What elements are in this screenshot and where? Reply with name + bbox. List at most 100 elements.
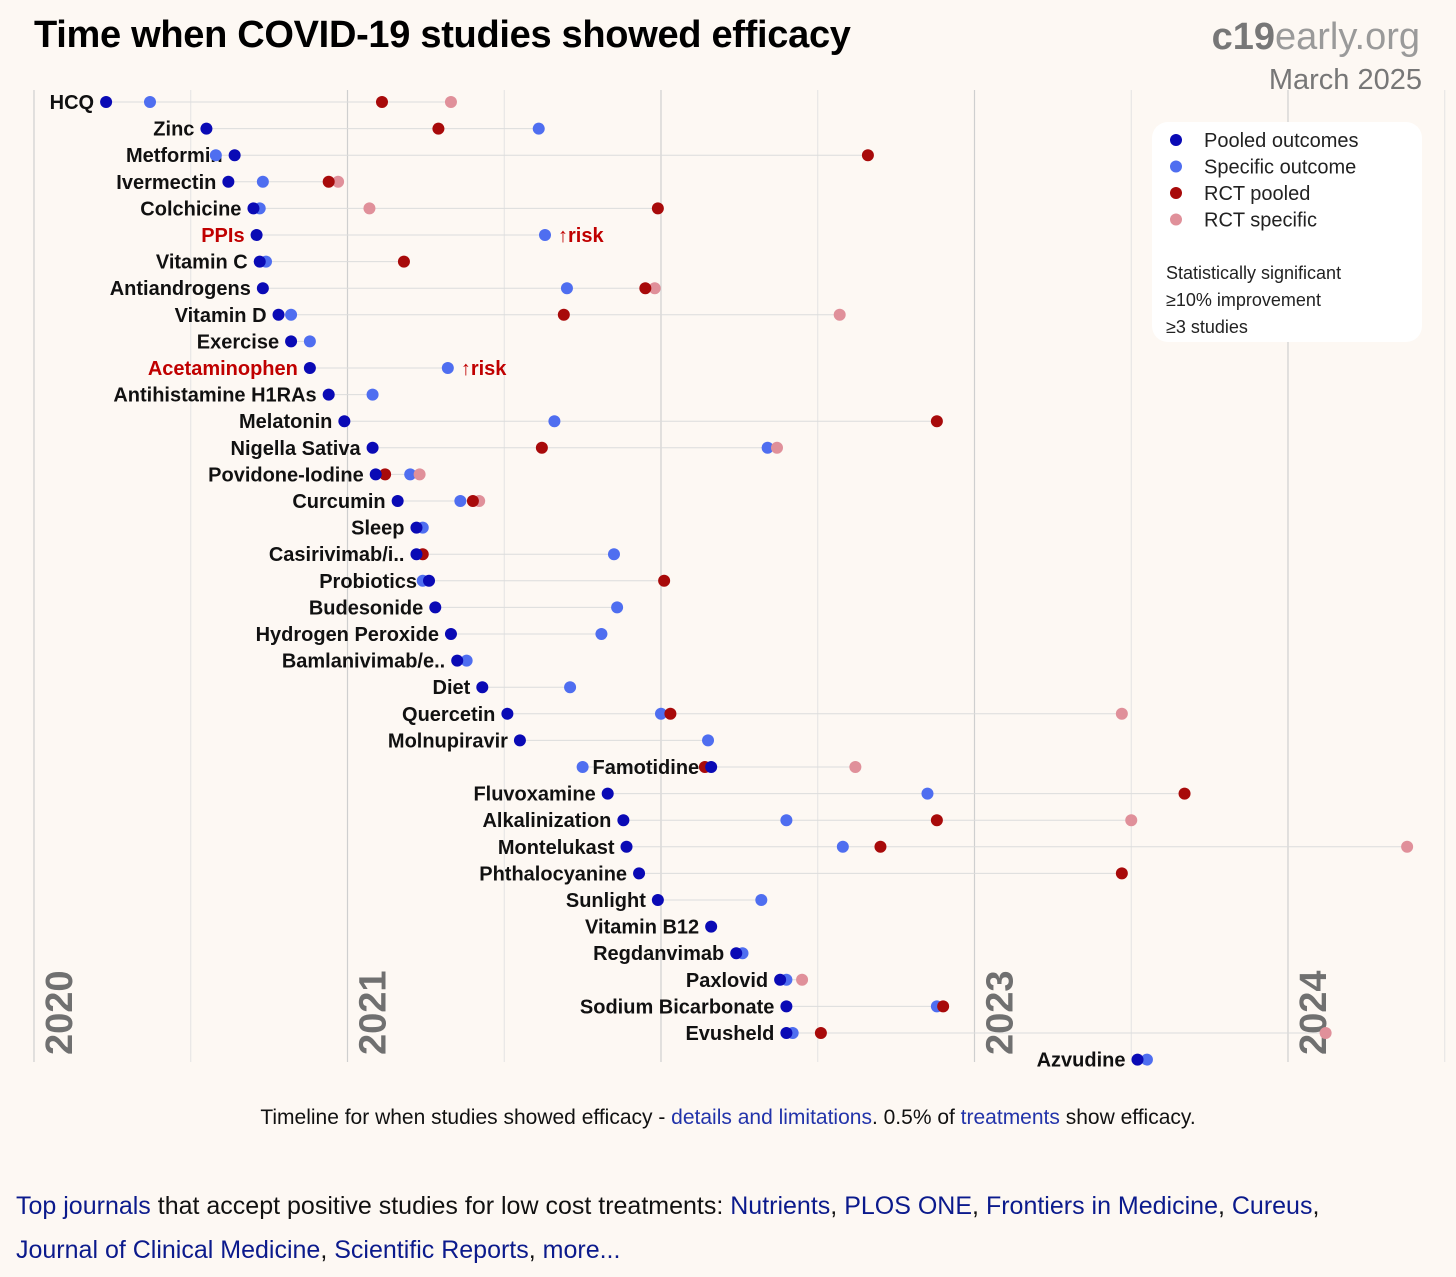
treatment-label[interactable]: Zinc [153, 119, 194, 141]
rct-pooled-point[interactable] [651, 202, 664, 215]
treatment-label[interactable]: Fluvoxamine [473, 784, 595, 806]
rct-specific-point[interactable] [849, 761, 862, 773]
rct-pooled-point[interactable] [397, 255, 410, 268]
treatment-label[interactable]: Quercetin [402, 704, 495, 726]
pooled-point[interactable] [705, 920, 718, 933]
top-journals-link[interactable]: Top journals [16, 1192, 151, 1220]
treatments-link[interactable]: treatments [960, 1106, 1060, 1129]
treatment-label[interactable]: Famotidine [592, 757, 699, 779]
treatment-label[interactable]: Vitamin C [156, 252, 248, 274]
treatment-label[interactable]: Colchicine [140, 198, 241, 220]
pooled-point[interactable] [601, 787, 614, 800]
pooled-point[interactable] [651, 894, 664, 906]
treatment-label[interactable]: Alkalinization [482, 810, 611, 832]
specific-point[interactable] [611, 601, 624, 614]
rct-specific-point[interactable] [332, 175, 345, 188]
pooled-point[interactable] [272, 308, 285, 321]
treatment-label[interactable]: Melatonin [239, 411, 332, 433]
pooled-point[interactable] [222, 175, 235, 188]
pooled-point[interactable] [780, 1000, 793, 1013]
pooled-point[interactable] [100, 96, 113, 108]
more-journals-link[interactable]: more... [542, 1236, 621, 1264]
rct-pooled-point[interactable] [814, 1027, 827, 1039]
treatment-label[interactable]: Vitamin D [175, 305, 267, 327]
rct-pooled-point[interactable] [1178, 787, 1191, 800]
treatment-label[interactable]: Probiotics [319, 571, 417, 593]
pooled-point[interactable] [444, 628, 457, 640]
specific-point[interactable] [143, 96, 156, 108]
specific-point[interactable] [460, 654, 473, 667]
treatment-label[interactable]: Antiandrogens [110, 278, 251, 300]
treatment-label[interactable]: Povidone-Iodine [208, 464, 364, 486]
specific-point[interactable] [836, 840, 849, 853]
treatment-label[interactable]: Regdanvimab [593, 943, 724, 965]
specific-point[interactable] [607, 548, 620, 561]
treatment-label[interactable]: Curcumin [292, 491, 385, 513]
treatment-label[interactable]: Hydrogen Peroxide [256, 624, 439, 646]
specific-point[interactable] [921, 787, 934, 800]
pooled-point[interactable] [513, 734, 526, 747]
pooled-point[interactable] [338, 415, 351, 428]
specific-point[interactable] [256, 175, 269, 188]
specific-point[interactable] [209, 149, 222, 162]
rct-pooled-point[interactable] [937, 1000, 950, 1013]
rct-specific-point[interactable] [1401, 840, 1414, 853]
pooled-point[interactable] [730, 947, 743, 960]
journal-link-plos-one[interactable]: PLOS ONE [844, 1192, 973, 1220]
journal-link-jcm[interactable]: Journal of Clinical Medicine [16, 1236, 321, 1264]
specific-point[interactable] [655, 707, 667, 720]
pooled-point[interactable] [633, 867, 646, 880]
pooled-point[interactable] [774, 973, 787, 986]
specific-point[interactable] [560, 282, 573, 295]
specific-point[interactable] [532, 122, 545, 135]
treatment-label[interactable]: Casirivimab/i.. [269, 544, 405, 566]
treatment-label[interactable]: Bamlanivimab/e.. [282, 651, 445, 673]
treatment-label[interactable]: Acetaminophen [148, 358, 298, 380]
specific-point[interactable] [404, 468, 417, 481]
specific-point[interactable] [755, 894, 768, 906]
rct-specific-point[interactable] [1319, 1027, 1332, 1039]
treatment-label[interactable]: Montelukast [498, 837, 615, 859]
rct-specific-point[interactable] [363, 202, 376, 215]
pooled-point[interactable] [620, 840, 633, 853]
specific-point[interactable] [303, 335, 316, 348]
treatment-label[interactable]: Metformin [126, 145, 223, 167]
rct-specific-point[interactable] [770, 441, 783, 454]
rct-pooled-point[interactable] [874, 840, 887, 853]
treatment-label[interactable]: Nigella Sativa [231, 438, 362, 460]
pooled-point[interactable] [247, 202, 260, 215]
treatment-label[interactable]: Sodium Bicarbonate [580, 996, 774, 1018]
treatment-label[interactable]: Sleep [351, 518, 404, 540]
details-link[interactable]: details and limitations [671, 1106, 872, 1129]
specific-point[interactable] [539, 229, 552, 241]
pooled-point[interactable] [369, 468, 382, 481]
treatment-label[interactable]: PPIs [201, 225, 244, 247]
treatment-label[interactable]: Phthalocyanine [479, 863, 627, 885]
specific-point[interactable] [761, 441, 774, 454]
pooled-point[interactable] [228, 149, 241, 162]
specific-point[interactable] [366, 388, 379, 401]
rct-specific-point[interactable] [796, 973, 809, 986]
rct-pooled-point[interactable] [664, 707, 677, 720]
pooled-point[interactable] [256, 282, 269, 295]
rct-pooled-point[interactable] [861, 149, 874, 162]
pooled-point[interactable] [451, 654, 464, 667]
rct-pooled-point[interactable] [1115, 867, 1128, 880]
treatment-label[interactable]: Molnupiravir [388, 730, 508, 752]
pooled-point[interactable] [322, 388, 335, 401]
journal-link-sci-reports[interactable]: Scientific Reports [334, 1236, 529, 1264]
pooled-point[interactable] [391, 495, 404, 507]
rct-specific-point[interactable] [1115, 707, 1128, 720]
journal-link-frontiers[interactable]: Frontiers in Medicine [985, 1192, 1218, 1220]
rct-specific-point[interactable] [648, 282, 661, 295]
pooled-point[interactable] [617, 814, 630, 827]
pooled-point[interactable] [410, 548, 423, 561]
specific-point[interactable] [564, 681, 577, 694]
rct-pooled-point[interactable] [322, 175, 335, 188]
pooled-point[interactable] [423, 574, 436, 587]
pooled-point[interactable] [410, 521, 423, 534]
specific-point[interactable] [780, 814, 793, 827]
treatment-label[interactable]: Sunlight [566, 890, 646, 912]
pooled-point[interactable] [200, 122, 213, 135]
treatment-label[interactable]: Vitamin B12 [585, 917, 699, 939]
